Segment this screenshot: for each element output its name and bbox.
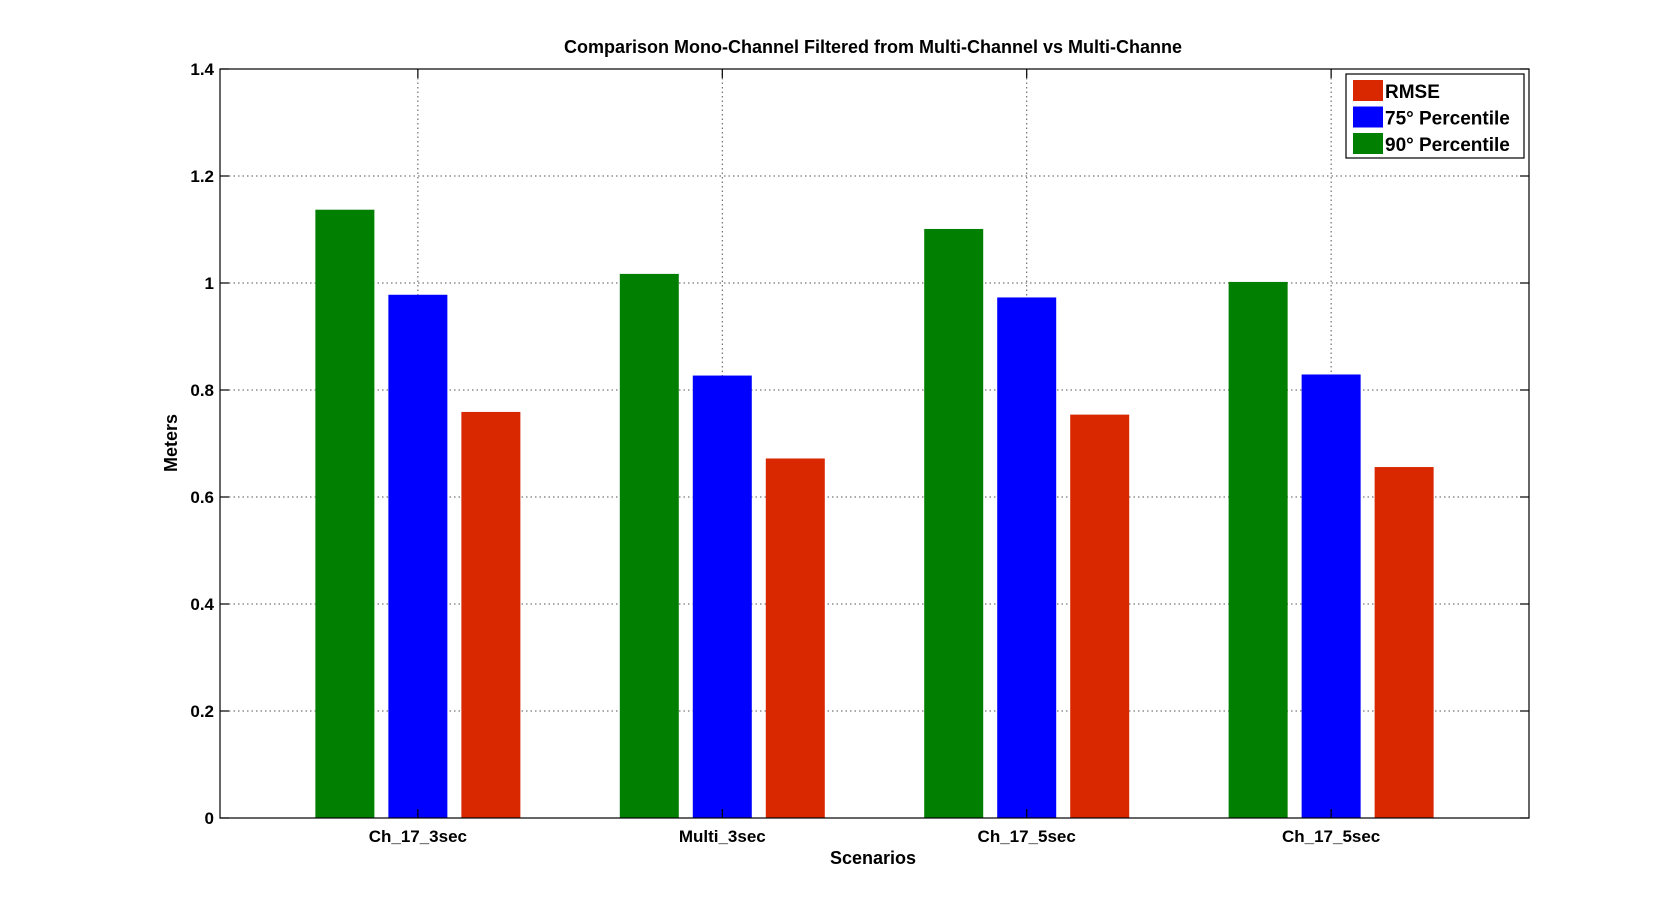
y-tick-label: 0.8 xyxy=(190,381,214,400)
x-tick-label: Multi_3sec xyxy=(679,827,766,846)
legend-label: RMSE xyxy=(1385,82,1440,103)
y-tick-label: 0 xyxy=(205,809,214,828)
legend-label: 75° Percentile xyxy=(1385,109,1510,130)
y-tick-label: 0.6 xyxy=(190,488,214,507)
bar-90-percentile xyxy=(315,209,375,818)
x-tick-label: Ch_17_5sec xyxy=(978,827,1076,846)
axis-ticks xyxy=(220,68,1529,819)
y-tick-label: 1 xyxy=(205,274,214,293)
legend-swatch xyxy=(1353,133,1383,154)
y-tick-label: 0.2 xyxy=(190,702,214,721)
bar-90-percentile xyxy=(924,228,984,819)
bar-rmse xyxy=(1374,467,1434,818)
bars xyxy=(315,209,1434,819)
x-tick-label: Ch_17_3sec xyxy=(369,827,467,846)
y-tick-labels: 0 0.2 0.4 0.6 0.8 1 1.2 1.4 xyxy=(190,60,214,828)
bar-75-percentile xyxy=(997,297,1057,818)
bar-75-percentile xyxy=(1301,374,1361,818)
x-axis-title: Scenarios xyxy=(830,848,916,868)
y-tick-label: 1.4 xyxy=(190,60,214,79)
legend: RMSE 75° Percentile 90° Percentile xyxy=(1345,73,1525,159)
chart-title: Comparison Mono-Channel Filtered from Mu… xyxy=(564,37,1182,57)
bar-75-percentile xyxy=(692,375,752,818)
x-tick-labels: Ch_17_3sec Multi_3sec Ch_17_5sec Ch_17_5sec xyxy=(369,827,1381,846)
y-tick-label: 0.4 xyxy=(190,595,214,614)
bar-rmse xyxy=(765,458,825,818)
bar-rmse xyxy=(1070,414,1130,818)
legend-swatch xyxy=(1353,106,1383,128)
legend-label: 90° Percentile xyxy=(1385,135,1510,156)
bar-rmse xyxy=(461,411,521,818)
bar-90-percentile xyxy=(1228,281,1288,818)
plot-frame xyxy=(219,68,1530,819)
bar-75-percentile xyxy=(388,294,448,818)
legend-swatch xyxy=(1353,80,1383,101)
bar-90-percentile xyxy=(619,273,679,818)
y-tick-label: 1.2 xyxy=(190,167,214,186)
x-tick-label: Ch_17_5sec xyxy=(1282,827,1380,846)
y-axis-title: Meters xyxy=(161,414,181,472)
